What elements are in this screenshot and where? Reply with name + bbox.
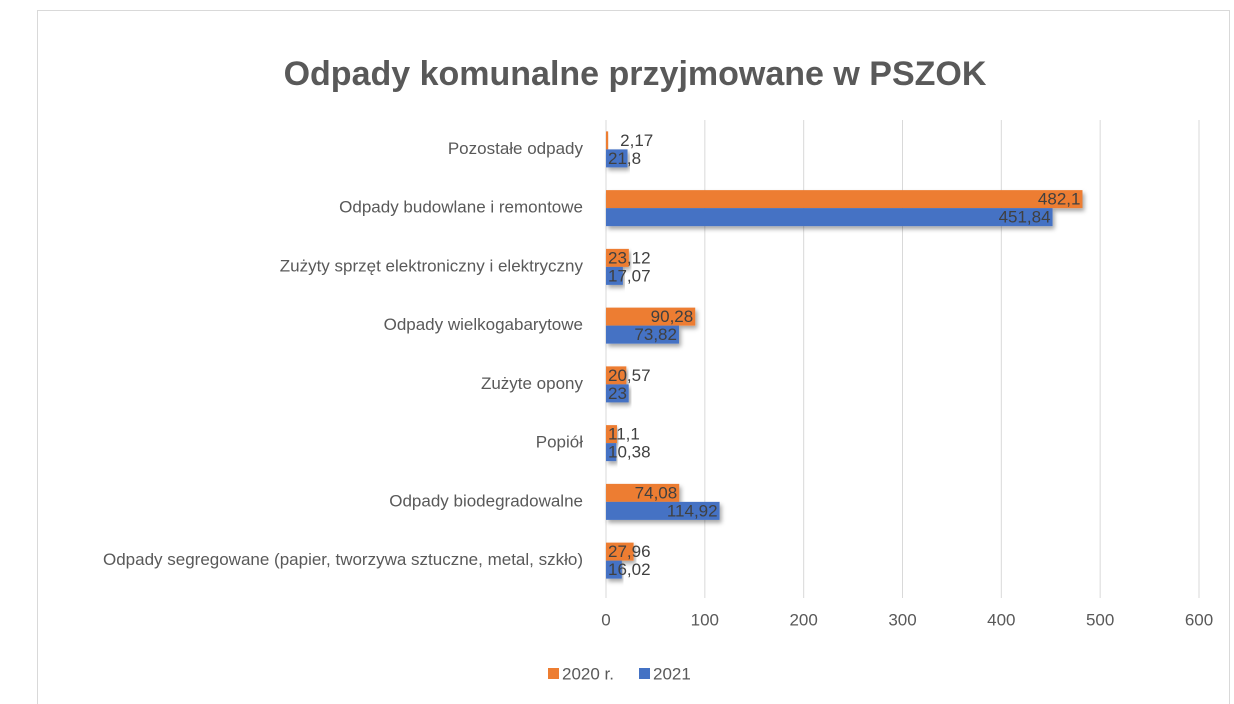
data-label: 451,84 xyxy=(999,208,1051,227)
y-tick-label: Zużyty sprzęt elektroniczny i elektryczn… xyxy=(280,256,584,275)
bar xyxy=(606,190,1083,209)
y-tick-label: Odpady biodegradowalne xyxy=(389,491,583,510)
x-tick-label: 300 xyxy=(888,610,916,629)
y-tick-label: Odpady segregowane (papier, tworzywa szt… xyxy=(103,550,583,569)
legend-label: 2021 xyxy=(653,664,691,683)
data-label: 73,82 xyxy=(634,325,677,344)
legend-label: 2020 r. xyxy=(562,664,614,683)
bar xyxy=(606,149,628,168)
bar xyxy=(606,325,679,344)
data-label: 482,1 xyxy=(1038,190,1081,209)
x-tick-label: 100 xyxy=(691,610,719,629)
data-label: 23 xyxy=(608,384,627,403)
data-label: 10,38 xyxy=(608,443,651,462)
data-label: 90,28 xyxy=(651,307,694,326)
bar xyxy=(606,425,617,444)
bar xyxy=(606,248,629,267)
data-label: 23,12 xyxy=(608,248,651,267)
bar xyxy=(606,560,622,579)
bar xyxy=(606,307,696,326)
bar xyxy=(606,208,1053,227)
y-tick-label: Odpady budowlane i remontowe xyxy=(339,198,583,217)
data-label: 11,1 xyxy=(608,425,640,444)
legend-swatch xyxy=(639,668,650,679)
chart-title: Odpady komunalne przyjmowane w PSZOK xyxy=(284,55,987,93)
data-label: 27,96 xyxy=(608,542,651,561)
data-label: 17,07 xyxy=(608,266,651,285)
bar xyxy=(606,501,720,520)
x-tick-label: 500 xyxy=(1086,610,1114,629)
data-label: 114,92 xyxy=(667,501,718,520)
data-label: 16,02 xyxy=(608,560,651,579)
bar xyxy=(606,483,680,502)
chart-border xyxy=(37,10,1230,704)
data-label: 74,08 xyxy=(635,483,678,502)
data-label: 21,8 xyxy=(608,149,641,168)
legend-swatch xyxy=(548,668,559,679)
x-tick-label: 0 xyxy=(601,610,610,629)
y-tick-label: Zużyte opony xyxy=(481,374,584,393)
bar xyxy=(606,366,627,385)
x-tick-label: 600 xyxy=(1185,610,1213,629)
x-tick-label: 200 xyxy=(789,610,817,629)
y-tick-label: Odpady wielkogabarytowe xyxy=(384,315,583,334)
x-tick-label: 400 xyxy=(987,610,1015,629)
bar xyxy=(606,542,634,561)
bar xyxy=(606,384,629,403)
data-label: 2,17 xyxy=(620,131,653,150)
data-label: 20,57 xyxy=(608,366,651,385)
y-tick-label: Pozostałe odpady xyxy=(448,139,584,158)
bar xyxy=(606,131,609,150)
bar xyxy=(606,266,623,285)
bar xyxy=(606,443,617,462)
y-tick-label: Popiół xyxy=(536,433,583,452)
